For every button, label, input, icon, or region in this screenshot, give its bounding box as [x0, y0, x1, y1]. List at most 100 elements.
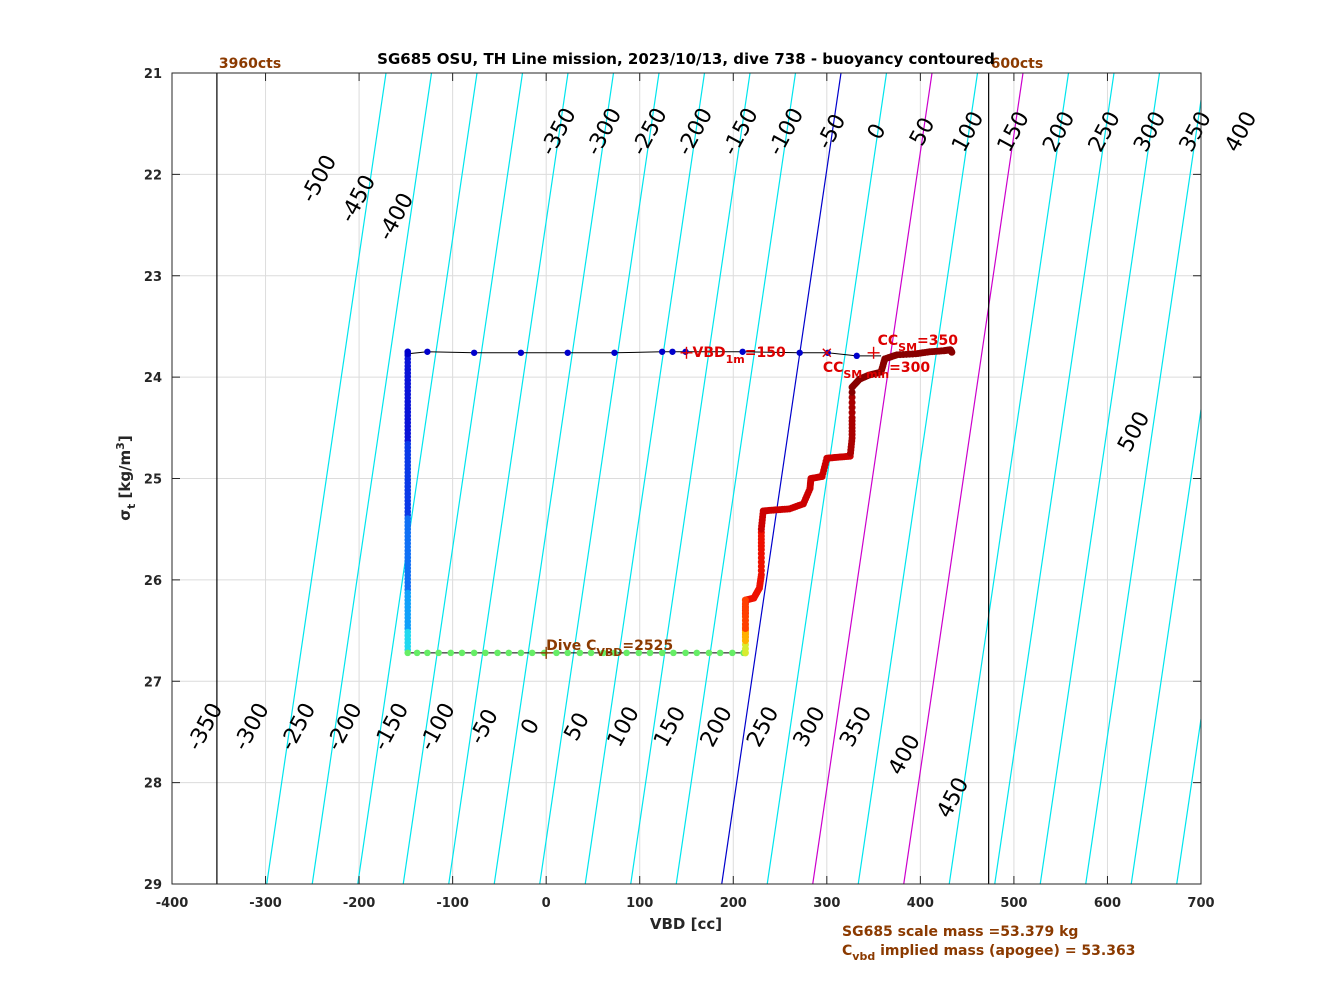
trace-point-upper — [796, 349, 803, 356]
trace-point-bottom — [611, 649, 618, 657]
cc-sm-label: CCSM=350 — [878, 333, 959, 354]
y-tick-label: 23 — [144, 270, 162, 285]
axis-ticks: -400 -300 -200 -100 0 100 200 300 400 500 600 700 21… — [144, 67, 1215, 911]
dive-cvbd-label: Dive CVBD=2525 — [546, 638, 673, 659]
x-tick-label: 100 — [626, 896, 653, 911]
cc-sm-min-label-sub: SM min — [843, 368, 889, 381]
y-axis-label: σt [kg/m3] — [114, 435, 138, 520]
buoyancy-contour-line — [994, 72, 1115, 885]
trace-point-bottom — [494, 649, 501, 657]
buoyancy-contour-line — [1176, 718, 1202, 885]
trace-point-bottom — [458, 649, 466, 657]
cc-sm-label-sub: SM — [898, 341, 917, 354]
dive-cvbd-label-text: Dive C — [546, 638, 596, 654]
buoyancy-contour-line — [1039, 72, 1161, 885]
trace-point-ascent-base — [741, 596, 749, 604]
trace-point-upper — [404, 350, 411, 358]
implied-mass-prefix: C — [842, 943, 852, 959]
trace-point-bottom — [716, 649, 724, 657]
trace-point-upper — [470, 349, 478, 356]
vbd-1m-label-sub: 1m — [726, 353, 745, 366]
x-tick-label: -300 — [249, 896, 282, 911]
trace-point-upper — [669, 348, 676, 355]
y-tick-label: 26 — [144, 574, 162, 589]
y-label-sigma: σ — [116, 509, 134, 521]
trace-point-ascent — [848, 393, 856, 401]
buoyancy-contour-line — [721, 72, 842, 885]
trace-point-bottom — [658, 649, 666, 657]
y-tick-label: 28 — [144, 777, 162, 792]
y-tick-label: 29 — [144, 878, 162, 893]
dive-cvbd-label-value: =2525 — [622, 638, 673, 654]
cc-sm-min-label-value: =300 — [889, 360, 930, 376]
x-tick-label: 400 — [907, 896, 934, 911]
trace-point-bottom — [505, 649, 513, 657]
buoyancy-contour-line — [675, 72, 797, 885]
trace-point-bottom — [635, 649, 643, 657]
y-tick-label: 25 — [144, 473, 162, 488]
trace-point-upper — [424, 348, 431, 355]
trace-point-upper — [739, 348, 746, 355]
scale-mass-note: SG685 scale mass =53.379 kg — [842, 924, 1078, 940]
y-tick-label: 21 — [144, 67, 162, 82]
buoyancy-contour-line — [357, 72, 478, 885]
x-tick-label: 700 — [1187, 896, 1214, 911]
buoyancy-contour-line — [402, 72, 524, 885]
buoyancy-contour-line — [1085, 100, 1202, 885]
x-tick-label: -100 — [436, 896, 469, 911]
implied-mass-note: Cvbd implied mass (apogee) = 53.363 — [842, 943, 1135, 963]
buoyancy-contour-line — [266, 72, 387, 885]
trace-point-upper — [611, 349, 618, 356]
x-tick-label: -200 — [343, 896, 376, 911]
trace-point-upper — [564, 349, 571, 356]
trace-point-ascent — [848, 398, 856, 406]
buoyancy-contour-line — [630, 72, 751, 885]
trace-point-bottom — [517, 649, 525, 657]
trace-point-bottom — [404, 649, 412, 657]
x-axis-label: VBD [cc] — [650, 915, 722, 933]
x-tick-label: 0 — [542, 896, 551, 911]
dive-trace — [404, 346, 956, 657]
buoyancy-contour-line — [948, 72, 1070, 885]
buoyancy-contour-line — [539, 72, 660, 885]
trace-point-bottom — [564, 649, 571, 657]
buoyancy-contour-line — [448, 72, 569, 885]
trace-point-bottom — [528, 649, 536, 657]
buoyancy-contour-line — [584, 72, 706, 885]
vbd-limit-label: 600cts — [991, 56, 1044, 72]
implied-mass-text: implied mass (apogee) = 53.363 — [875, 943, 1135, 959]
trace-point-upper — [682, 348, 689, 355]
trace-point-bottom — [424, 649, 431, 657]
trace-point-bottom — [670, 649, 677, 657]
dive-cvbd-label-sub: VBD — [596, 646, 622, 659]
trace-point-bottom — [482, 649, 489, 657]
trace-point-bottom — [413, 649, 421, 657]
x-tick-label: 500 — [1000, 896, 1027, 911]
x-tick-label: 600 — [1094, 896, 1121, 911]
trace-point-bottom — [705, 649, 713, 657]
trace-point-upper — [853, 352, 860, 360]
cc-sm-min-label-text: CC — [823, 360, 844, 376]
buoyancy-contour-line — [766, 72, 888, 885]
y-label-units: [kg/m — [116, 450, 134, 504]
y-label-end: ] — [116, 435, 134, 442]
cc-sm-min-label: CCSM min=300 — [823, 360, 931, 381]
cc-sm-label-text: CC — [878, 333, 899, 349]
trace-point-bottom — [729, 649, 736, 657]
trace-point-bottom — [693, 649, 701, 657]
trace-point-upper — [658, 348, 666, 355]
trace-point-bottom — [646, 649, 654, 657]
vbd-limit-lines: 3960cts 600cts — [216, 56, 1044, 884]
trace-point-bottom — [587, 649, 595, 657]
implied-mass-sub: vbd — [852, 950, 875, 963]
buoyancy-contour-line — [903, 72, 1024, 885]
y-tick-label: 27 — [144, 675, 162, 690]
cc-sm-min-marker-b — [822, 348, 832, 358]
vbd-1m-label-text: VBD — [693, 345, 726, 361]
trace-point-bottom — [599, 649, 607, 657]
trace-point-upper — [517, 349, 525, 356]
buoyancy-contour-line — [857, 72, 979, 885]
trace-point-bottom — [447, 649, 455, 657]
